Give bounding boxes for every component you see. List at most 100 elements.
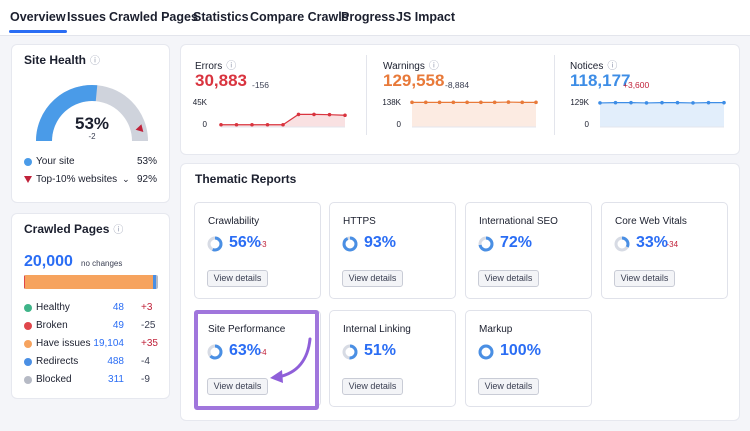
site-health-card: Site Health ⓘ 53% -2 Your site 53% Top-10…: [11, 44, 170, 203]
view-details-button[interactable]: View details: [614, 270, 675, 287]
site-health-title: Site Health ⓘ: [24, 52, 100, 67]
status-dot: [24, 357, 32, 366]
errors-point[interactable]: [312, 112, 316, 117]
crawled-row-value[interactable]: 49: [112, 320, 124, 331]
report-card-internal-linking[interactable]: Internal Linking 51% View details: [329, 310, 456, 407]
notices-point[interactable]: [598, 101, 602, 105]
crawled-row-value[interactable]: 311: [108, 374, 124, 385]
view-details-button[interactable]: View details: [342, 270, 403, 287]
errors-point[interactable]: [219, 122, 223, 127]
warnings-point[interactable]: [465, 100, 469, 105]
warnings-point[interactable]: [506, 100, 511, 104]
notices-area: [600, 102, 724, 127]
notices-point[interactable]: [613, 100, 618, 105]
crawled-row-have-issues[interactable]: Have issues: [24, 338, 90, 349]
errors-point[interactable]: [234, 122, 239, 127]
info-icon[interactable]: ⓘ: [226, 61, 237, 72]
view-details-button[interactable]: View details: [207, 378, 268, 395]
report-delta: -3: [259, 240, 267, 249]
crawled-row-label: Blocked: [36, 374, 72, 385]
notices-value[interactable]: 118,177: [570, 71, 631, 90]
crawled-row-delta: -9: [141, 374, 150, 385]
crawled-pages-title: Crawled Pages ⓘ: [24, 221, 123, 236]
notices-axis-top: 129K: [570, 98, 589, 107]
crawled-pages-card: Crawled Pages ⓘ 20,000 no changes Healthy…: [11, 213, 170, 399]
report-card-https[interactable]: HTTPS 93% View details: [329, 202, 456, 299]
crawled-row-blocked[interactable]: Blocked: [24, 374, 72, 385]
report-card-markup[interactable]: Markup 100% View details: [465, 310, 592, 407]
info-icon[interactable]: ⓘ: [90, 56, 101, 67]
site-health-title-text: Site Health: [24, 53, 87, 67]
highlight-frame: [194, 310, 319, 410]
tab-overview[interactable]: Overview: [9, 10, 67, 33]
notices-point[interactable]: [629, 100, 633, 105]
report-card-site-performance[interactable]: Site Performance 63% -4 View details: [194, 310, 321, 407]
status-dot: [24, 321, 32, 330]
errors-point[interactable]: [265, 122, 270, 127]
crawled-row-value[interactable]: 48: [112, 302, 124, 313]
view-details-button[interactable]: View details: [207, 270, 268, 287]
tab-compare-crawls[interactable]: Compare Crawls: [250, 10, 349, 24]
crawled-row-healthy[interactable]: Healthy: [24, 302, 70, 313]
notices-point[interactable]: [722, 100, 726, 105]
progress-ring-icon: [207, 344, 223, 360]
divider: [554, 55, 555, 135]
warnings-point[interactable]: [479, 100, 483, 105]
tab-issues[interactable]: Issues: [67, 10, 106, 24]
errors-point[interactable]: [281, 122, 285, 127]
crawled-row-label: Redirects: [36, 356, 79, 367]
crawled-row-delta: +3: [141, 302, 153, 313]
view-details-button[interactable]: View details: [478, 270, 539, 287]
info-icon[interactable]: ⓘ: [428, 61, 439, 72]
report-card-international-seo[interactable]: International SEO 72% View details: [465, 202, 592, 299]
tab-statistics[interactable]: Statistics: [193, 10, 249, 24]
notices-point[interactable]: [644, 101, 649, 105]
errors-sparkline: [219, 112, 347, 128]
notices-point[interactable]: [691, 101, 695, 105]
tab-js-impact[interactable]: JS Impact: [396, 10, 456, 24]
info-icon[interactable]: ⓘ: [607, 61, 618, 72]
warnings-point[interactable]: [437, 100, 442, 105]
errors-label-text: Errors: [195, 61, 223, 72]
top-sites-value: 92%: [136, 174, 157, 185]
crawled-total[interactable]: 20,000: [24, 253, 73, 270]
crawled-row-value[interactable]: 488: [107, 356, 124, 367]
warnings-point[interactable]: [534, 100, 538, 105]
warnings-point[interactable]: [423, 100, 428, 105]
warnings-point[interactable]: [520, 100, 525, 105]
crawled-row-delta: -4: [141, 356, 150, 367]
view-details-button[interactable]: View details: [342, 378, 403, 395]
report-card-crawlability[interactable]: Crawlability 56% -3 View details: [194, 202, 321, 299]
warnings-value[interactable]: 129,558: [383, 71, 445, 90]
errors-value[interactable]: 30,883: [195, 71, 247, 90]
report-name: International SEO: [479, 216, 558, 227]
info-icon[interactable]: ⓘ: [113, 225, 124, 236]
warnings-axis-top: 138K: [382, 98, 401, 107]
warnings-point[interactable]: [410, 100, 414, 105]
warnings-point[interactable]: [492, 100, 497, 105]
crawled-bar-segment: [156, 275, 158, 289]
crawled-row-redirects[interactable]: Redirects: [24, 356, 78, 367]
tab-crawled-pages[interactable]: Crawled Pages: [109, 10, 198, 24]
warnings-label: Warnings ⓘ: [383, 57, 439, 72]
notices-point[interactable]: [706, 100, 711, 105]
crawled-row-value[interactable]: 19,104: [93, 338, 124, 349]
triangle-marker-icon: [24, 176, 32, 183]
top-sites-dropdown[interactable]: Top-10% websites ⌄: [24, 174, 130, 185]
errors-point[interactable]: [296, 112, 301, 117]
errors-point[interactable]: [327, 112, 332, 117]
view-details-button[interactable]: View details: [478, 378, 539, 395]
health-delta: -2: [88, 132, 96, 141]
tab-progress[interactable]: Progress: [341, 10, 396, 24]
report-card-core-web-vitals[interactable]: Core Web Vitals 33% -34 View details: [601, 202, 728, 299]
errors-point[interactable]: [250, 122, 254, 127]
notices-point[interactable]: [675, 100, 680, 105]
crawled-row-broken[interactable]: Broken: [24, 320, 68, 331]
warnings-point[interactable]: [451, 100, 456, 105]
status-dot: [24, 303, 32, 312]
report-percent: 51%: [364, 342, 397, 359]
crawled-row-delta: +35: [141, 338, 158, 349]
errors-point[interactable]: [343, 113, 347, 118]
notices-point[interactable]: [660, 100, 664, 105]
notices-delta: +3,600: [623, 80, 650, 90]
